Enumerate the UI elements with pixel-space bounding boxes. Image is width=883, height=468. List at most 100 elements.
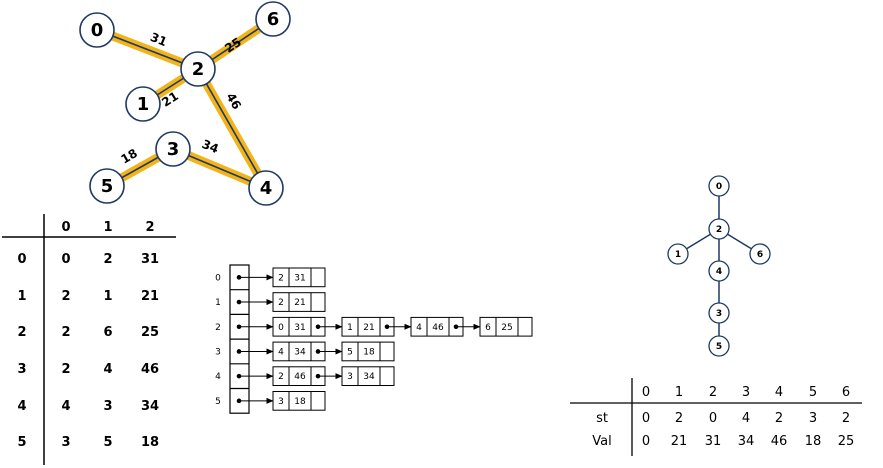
svg-text:1: 1 [103,289,112,304]
adj-node-weight: 31 [294,323,305,333]
adj-list-node: 0 31 [272,316,343,337]
adj-row-1: 1 2 21 [215,289,326,312]
adj-list-node: 4 46 [410,316,481,337]
svg-text:31: 31 [141,252,159,267]
svg-text:0: 0 [642,385,650,400]
svg-text:4: 4 [260,178,273,199]
tree-node-5: 5 [708,335,730,357]
adj-node-weight: 46 [432,323,444,333]
svg-text:2: 2 [675,411,683,426]
svg-text:6: 6 [103,325,112,340]
adj-row-index: 4 [215,372,221,382]
graph-node-4: 4 [248,170,284,206]
svg-text:2: 2 [103,252,112,267]
tree-node-2: 2 [708,218,730,240]
graph-edge-2-4 [194,66,270,191]
adj-node-vertex: 1 [347,323,353,333]
svg-text:6: 6 [757,250,763,260]
adj-node-vertex: 6 [485,323,491,333]
svg-text:5: 5 [17,435,26,450]
svg-text:0: 0 [642,411,650,426]
svg-text:34: 34 [738,434,755,449]
svg-text:0: 0 [709,411,717,426]
adj-node-weight: 31 [294,273,305,283]
edge-table-header-cell: 2 [145,220,154,235]
svg-text:3: 3 [167,139,180,160]
adj-list-node: 6 25 [479,316,533,337]
graph-node-3: 3 [155,131,191,167]
svg-text:46: 46 [771,434,788,449]
svg-text:18: 18 [805,434,822,449]
svg-text:2: 2 [842,411,850,426]
svg-text:0: 0 [91,20,104,41]
svg-text:25: 25 [838,434,855,449]
adj-node-vertex: 5 [347,347,353,357]
svg-text:5: 5 [103,435,112,450]
svg-text:4: 4 [103,362,112,377]
adj-list-node: 2 46 [272,366,343,386]
adj-list-node: 2 21 [272,292,326,312]
adjacency-list: 0 2 311 2 212 0 31 1 21 4 46 6 253 4 34 5 184 2 46 3 345 3 18 [215,264,533,414]
graph-nodes: 0 1 2 3 4 5 6 [79,1,291,206]
tree-node-3: 3 [708,302,730,324]
adj-node-vertex: 2 [278,372,284,382]
adj-row-4: 4 2 46 3 34 [215,363,395,386]
adj-node-vertex: 3 [347,372,353,382]
edge-table-header-cell: 1 [103,220,112,235]
svg-text:21: 21 [141,289,159,304]
edge-weight-0-2: 31 [148,30,169,49]
parent-table-header: 0 1 2 3 4 5 6 [642,385,850,400]
adj-list-node: 1 21 [341,316,412,337]
tree-node-6: 6 [749,243,771,265]
edge-table-row: 4 4 3 34 [17,399,159,414]
parent-table: 0 1 2 3 4 5 6 st 0 2 0 4 2 3 2 Val 0 21 … [570,378,862,456]
svg-text:2: 2 [61,362,70,377]
edge-table-row: 2 2 6 25 [17,325,159,340]
svg-text:1: 1 [17,289,26,304]
edge-weight-2-4: 46 [223,90,243,111]
svg-text:1: 1 [675,385,683,400]
weighted-graph: 31 21 25 46 34 18 0 1 2 3 [79,1,291,206]
svg-text:4: 4 [775,385,783,400]
svg-text:5: 5 [101,176,114,197]
graph-node-6: 6 [255,1,291,37]
svg-text:2: 2 [192,59,205,80]
adj-list-node: 5 18 [341,341,395,362]
svg-text:3: 3 [61,435,70,450]
adj-node-vertex: 2 [278,298,284,308]
svg-text:5: 5 [809,385,817,400]
graph-node-0: 0 [79,12,115,48]
svg-text:3: 3 [809,411,817,426]
svg-text:6: 6 [842,385,850,400]
svg-text:2: 2 [17,325,26,340]
svg-text:4: 4 [61,399,70,414]
tree-node-0: 0 [708,175,730,197]
graph-node-1: 1 [125,86,161,122]
svg-text:2: 2 [61,325,70,340]
adj-node-weight: 34 [363,372,375,382]
edge-weight-5-3: 18 [118,146,139,166]
tree-nodes: 0 2 1 6 4 3 5 [667,175,771,357]
graph-node-5: 5 [89,168,125,204]
svg-text:46: 46 [141,362,159,377]
adj-row-index: 1 [215,298,221,308]
svg-text:6: 6 [267,9,280,30]
adj-node-vertex: 4 [278,347,284,357]
adj-node-weight: 34 [294,347,306,357]
svg-text:21: 21 [671,434,688,449]
svg-text:4: 4 [742,411,750,426]
svg-text:3: 3 [742,385,750,400]
edge-table-row: 5 3 5 18 [17,435,159,450]
adj-list-node: 2 31 [272,267,326,288]
svg-text:1: 1 [137,94,150,115]
adj-list-node: 4 34 [272,341,343,362]
edge-weight-3-4: 34 [200,137,221,156]
spanning-tree: 0 2 1 6 4 3 5 [667,175,771,357]
adj-row-5: 5 3 18 [215,387,326,411]
edge-table: 0 1 2 0 0 2 31 1 2 1 21 2 2 6 25 3 2 4 4… [2,214,176,465]
svg-text:4: 4 [716,267,722,277]
svg-text:0: 0 [61,252,70,267]
adj-node-vertex: 3 [278,397,284,407]
svg-text:2: 2 [716,225,722,235]
adj-node-weight: 25 [501,323,512,333]
